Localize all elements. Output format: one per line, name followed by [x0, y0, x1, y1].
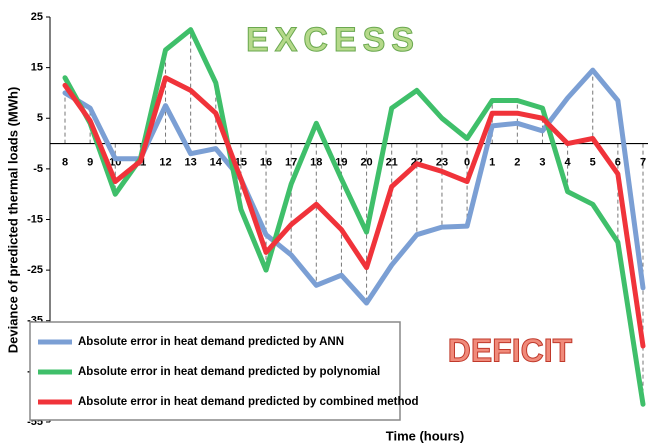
x-tick-label: 7: [640, 156, 646, 168]
x-tick-label: 8: [62, 156, 68, 168]
legend-box: [29, 321, 401, 421]
x-axis-label: Time (hours): [386, 428, 465, 443]
y-tick-label: 15: [31, 62, 43, 74]
x-tick-label: 9: [87, 156, 93, 168]
legend-label: Absolute error in heat demand predicted …: [78, 366, 380, 378]
x-tick-label: 12: [159, 156, 171, 168]
x-tick-label: 21: [386, 156, 398, 168]
y-tick-label: 5: [37, 112, 43, 124]
x-tick-label: 1: [489, 156, 495, 168]
legend-label: Absolute error in heat demand predicted …: [78, 396, 419, 408]
x-tick-label: 3: [539, 156, 545, 168]
excess-annotation: EXCESS: [246, 21, 420, 59]
y-tick-label: 25: [31, 11, 43, 23]
x-tick-label: 16: [260, 156, 272, 168]
x-tick-label: 17: [285, 156, 297, 168]
legend-label: Absolute error in heat demand predicted …: [78, 336, 344, 348]
y-axis-label: Deviance of predicted thermal loads (MWh…: [5, 87, 20, 354]
y-tick-label: -25: [27, 264, 43, 276]
x-tick-label: 14: [210, 156, 223, 168]
y-tick-label: -15: [27, 213, 43, 225]
y-tick-label: -5: [33, 163, 43, 175]
x-tick-label: 13: [185, 156, 197, 168]
deficit-annotation: DEFICIT: [448, 332, 573, 368]
x-tick-label: 2: [514, 156, 520, 168]
x-tick-label: 0: [464, 156, 470, 168]
x-tick-label: 4: [565, 156, 572, 168]
x-tick-label: 5: [590, 156, 596, 168]
x-tick-label: 20: [360, 156, 372, 168]
x-tick-label: 18: [310, 156, 322, 168]
series-line: [62, 75, 646, 349]
x-tick-label: 6: [615, 156, 621, 168]
x-tick-label: 23: [436, 156, 448, 168]
x-tick-label: 19: [335, 156, 347, 168]
